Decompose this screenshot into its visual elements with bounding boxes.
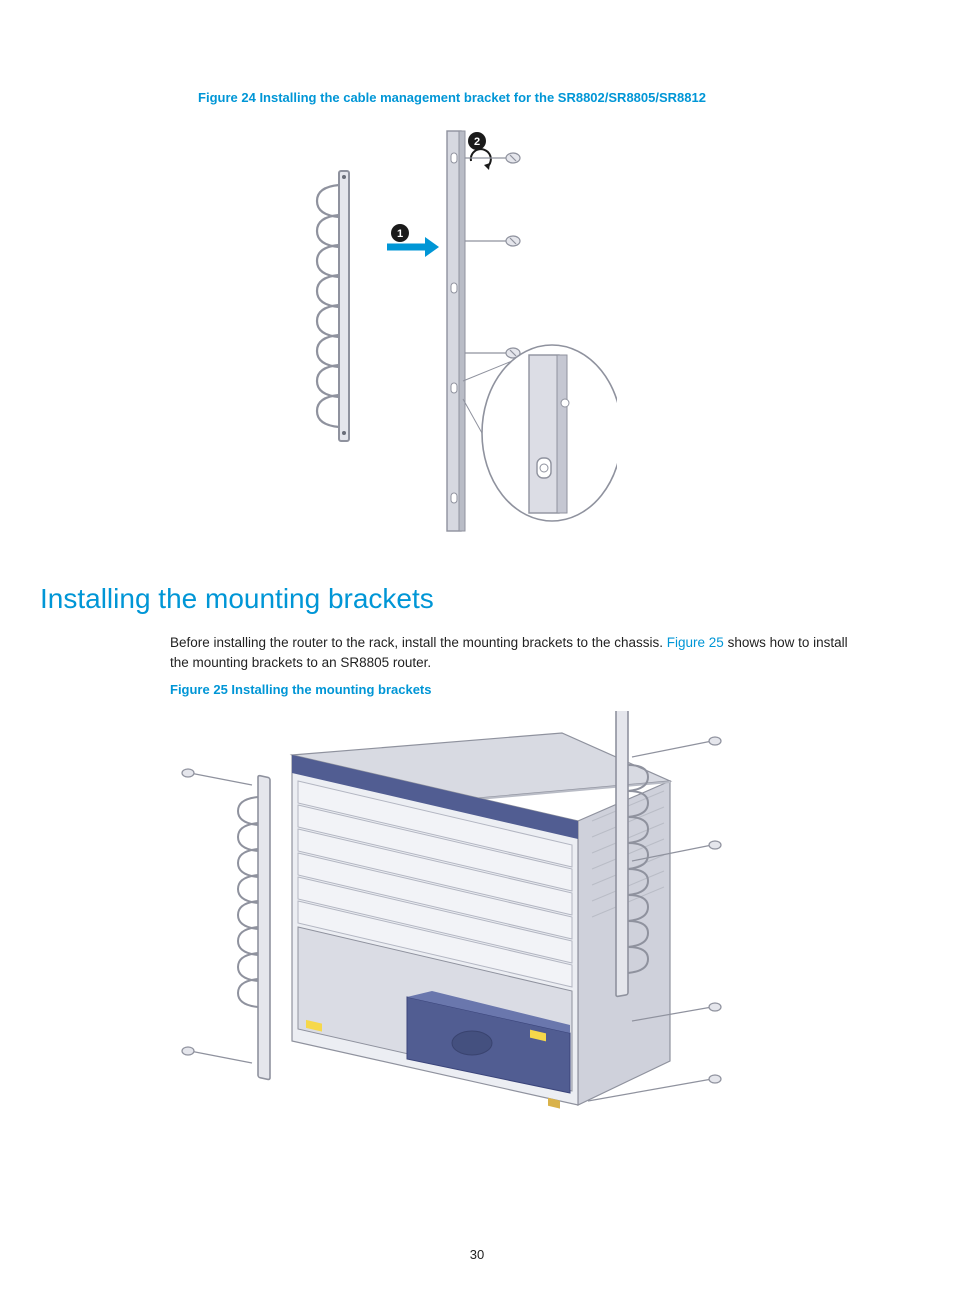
- paragraph-install-brackets: Before installing the router to the rack…: [170, 633, 864, 672]
- figure-25-image: [40, 711, 864, 1151]
- figure-25-svg: [172, 711, 732, 1151]
- figure-24-image: 1 2: [40, 123, 864, 543]
- figure-24-svg: 1 2: [287, 123, 617, 543]
- page-number: 30: [0, 1247, 954, 1262]
- paragraph-text-before: Before installing the router to the rack…: [170, 635, 667, 650]
- callout-1: 1: [387, 224, 439, 257]
- figure-24-caption: Figure 24 Installing the cable managemen…: [40, 90, 864, 105]
- svg-text:1: 1: [397, 228, 403, 240]
- callout-2: 2: [468, 132, 491, 170]
- figure-25-caption: Figure 25 Installing the mounting bracke…: [170, 682, 864, 697]
- svg-text:2: 2: [474, 136, 480, 148]
- section-heading-installing-mounting-brackets: Installing the mounting brackets: [40, 583, 864, 615]
- figure-25-link[interactable]: Figure 25: [667, 635, 724, 650]
